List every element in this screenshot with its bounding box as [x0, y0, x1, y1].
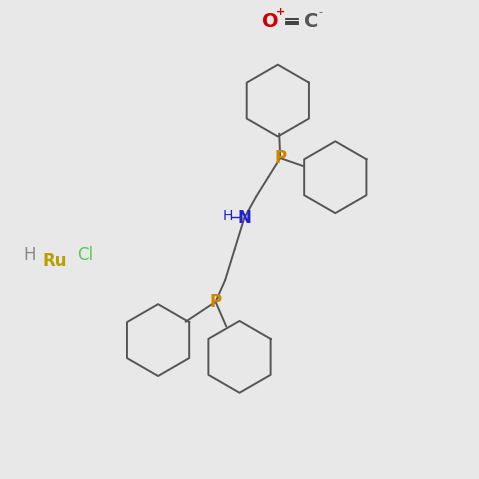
Text: P: P — [274, 149, 286, 167]
Polygon shape — [247, 65, 309, 137]
Text: H: H — [23, 246, 36, 264]
Text: O: O — [262, 12, 279, 31]
Text: N: N — [238, 209, 251, 227]
Polygon shape — [304, 141, 366, 213]
Text: P: P — [209, 293, 222, 311]
Text: Cl: Cl — [77, 246, 93, 264]
Text: C: C — [304, 12, 319, 31]
Text: Ru: Ru — [43, 252, 68, 270]
Polygon shape — [127, 304, 189, 376]
Text: +: + — [275, 7, 285, 17]
Text: H: H — [222, 208, 233, 223]
Text: -: - — [319, 7, 323, 17]
Polygon shape — [208, 321, 271, 393]
